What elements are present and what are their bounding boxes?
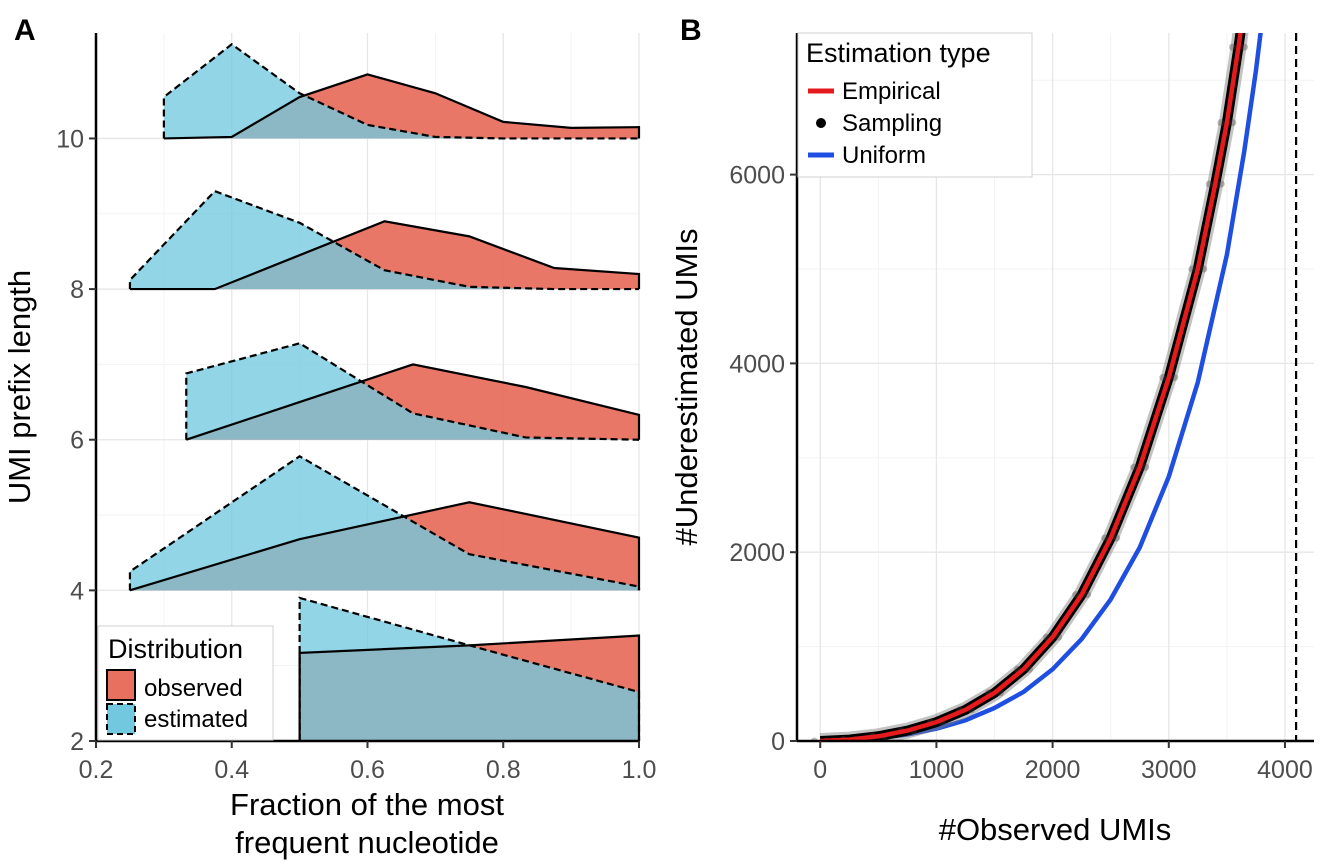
y-tick-label: 8 [70,276,84,304]
sampling-point [1217,119,1225,127]
sampling-point [1072,591,1080,599]
x-tick-label: 0 [813,756,827,784]
sampling-point [1240,43,1248,51]
legend-sampling-swatch [816,118,826,128]
legend-empirical-label: Empirical [842,78,941,105]
panel-a-ridges [128,42,641,741]
y-tick-label: 10 [56,125,84,153]
sampling-point [1159,374,1167,382]
estimated-outline [185,342,640,441]
sampling-point [1130,463,1138,471]
panel-b-ticks: 0 1000 2000 3000 4000 0 2000 4000 6000 [729,162,1312,784]
y-tick-label: 4 [70,577,84,605]
legend-estimated-swatch [106,703,136,735]
x-tick-label: 0.6 [350,756,385,784]
estimated-outline [298,596,641,741]
y-tick-label: 2 [70,728,84,756]
estimated-area [299,597,639,741]
sampling-point [1101,534,1109,542]
sampling-point [1055,633,1063,641]
estimated-outline [128,189,639,291]
sampling-point [1228,43,1236,51]
panel-b-axes [795,33,1314,743]
estimated-outline [128,454,641,591]
sampling-point [1142,463,1150,471]
panel-a-xlabel-line1: Fraction of the most [230,787,504,822]
legend-observed-swatch [106,669,136,701]
x-tick-label: 0.2 [79,756,114,784]
y-tick-label: 4000 [729,350,785,378]
sampling-point [1234,11,1241,18]
sampling-point [1188,265,1196,273]
sampling-point [1229,119,1237,127]
panel-b-lines [810,11,1298,741]
panel-b-legend-title: Estimation type [806,38,991,68]
x-tick-label: 1000 [909,756,965,784]
x-tick-label: 3000 [1141,756,1197,784]
sampling-point [1113,534,1121,542]
empirical-line [820,33,1243,741]
estimated-area [129,456,639,591]
sampling-point [1246,11,1253,18]
legend-estimated-label: estimated [144,706,248,733]
estimated-outline [162,42,639,140]
sampling-point [1171,374,1179,382]
x-tick-label: 1.0 [622,756,657,784]
sampling-point [1200,265,1208,273]
x-tick-label: 0.8 [486,756,521,784]
estimated-area [163,44,639,139]
panel-a-ticks: 0.2 0.4 0.6 0.8 1.0 2 4 6 8 10 [56,125,656,784]
panel-b: 0 1000 2000 3000 4000 0 2000 4000 6000 #Observed… [669,11,1314,847]
observed-outline [129,501,641,592]
panel-b-label: B [680,14,702,47]
panel-a-ylabel: UMI prefix length [2,270,37,504]
panel-a: 0.2 0.4 0.6 0.8 1.0 2 4 6 8 10 Fraction of the mo… [2,33,656,860]
x-tick-label: 0.4 [214,756,249,784]
legend-sampling-label: Sampling [842,110,942,137]
observed-outline [163,73,641,140]
panel-a-label: A [14,14,36,47]
panel-b-legend-box [797,32,1033,178]
panel-a-xlabel-line2: frequent nucleotide [235,825,499,860]
y-tick-label: 0 [771,728,785,756]
x-tick-label: 4000 [1257,756,1313,784]
y-tick-label: 6 [70,427,84,455]
sampling-point [1205,180,1213,188]
sampling-point [1217,180,1225,188]
panel-b-legend: Estimation type Empirical Sampling Unifo… [797,32,1033,178]
x-tick-label: 2000 [1025,756,1081,784]
panel-a-legend: Distribution observed estimated [97,625,274,741]
legend-uniform-label: Uniform [842,142,926,169]
panel-b-xlabel: #Observed UMIs [939,812,1172,847]
y-tick-label: 6000 [729,162,785,190]
estimated-area [186,343,639,440]
sampling-point [1084,591,1092,599]
panel-b-ylabel: #Underestimated UMIs [669,228,704,545]
legend-observed-label: observed [144,675,243,702]
observed-outline [185,363,641,441]
y-tick-label: 2000 [729,539,785,567]
estimated-area [129,191,639,290]
observed-outline [129,220,641,291]
panel-a-legend-title: Distribution [108,634,243,664]
